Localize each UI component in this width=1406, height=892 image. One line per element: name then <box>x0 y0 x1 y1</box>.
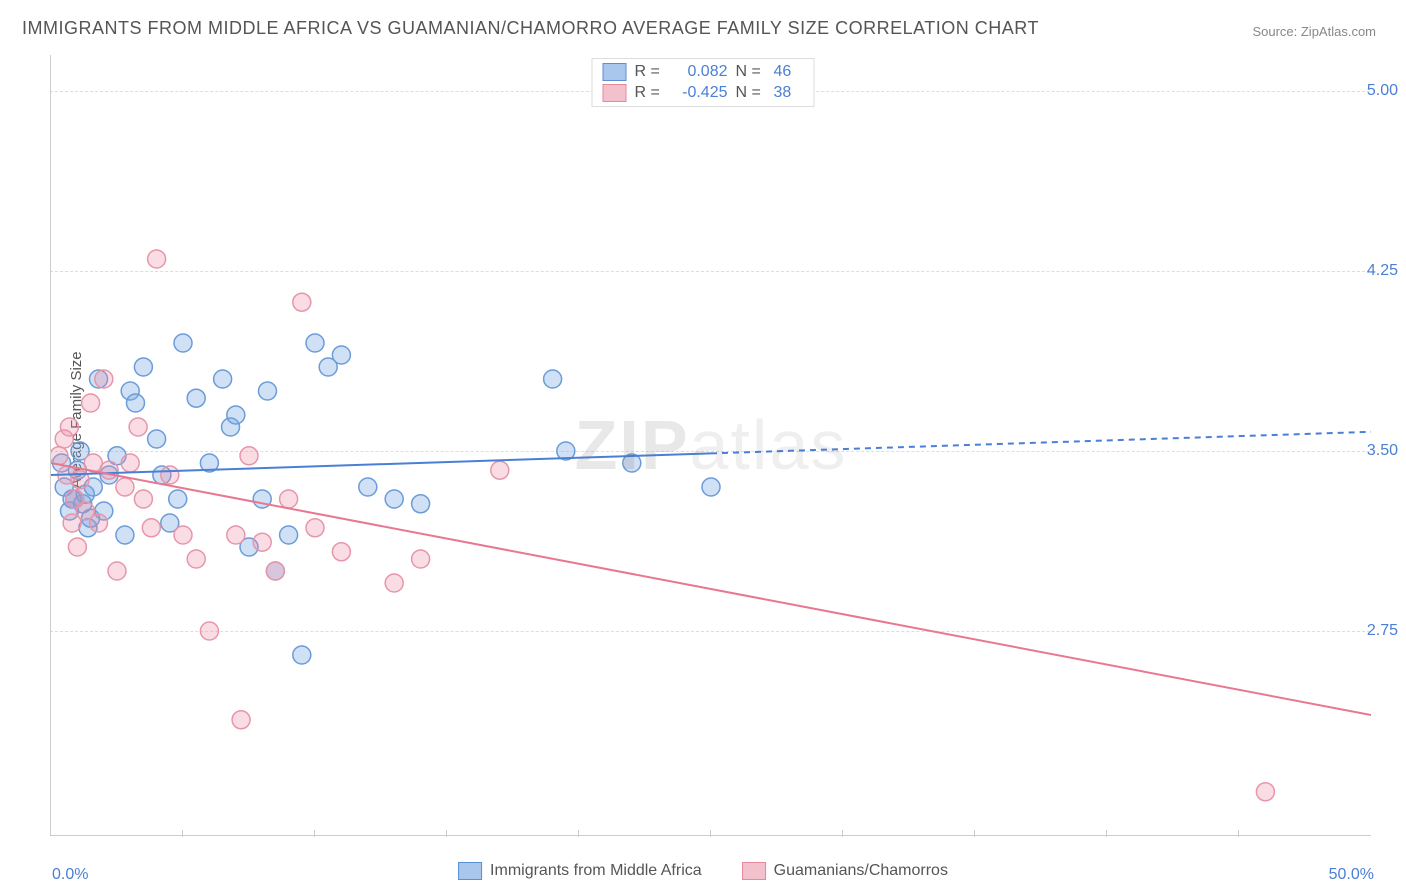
swatch-series-1 <box>603 63 627 81</box>
data-point <box>116 478 134 496</box>
ytick-label: 3.50 <box>1367 442 1398 460</box>
x-tick-mark <box>446 830 447 837</box>
data-point <box>491 461 509 479</box>
data-point <box>169 490 187 508</box>
data-point <box>240 447 258 465</box>
data-point <box>148 250 166 268</box>
data-point <box>148 430 166 448</box>
data-point <box>90 514 108 532</box>
series-item-1: Immigrants from Middle Africa <box>458 862 702 880</box>
x-tick-mark <box>182 830 183 837</box>
data-point <box>134 490 152 508</box>
ytick-label: 2.75 <box>1367 622 1398 640</box>
data-point <box>385 490 403 508</box>
data-point <box>266 562 284 580</box>
regression-line <box>51 463 1371 715</box>
data-point <box>332 346 350 364</box>
n-value-1: 46 <box>774 63 804 81</box>
ytick-label: 5.00 <box>1367 82 1398 100</box>
data-point <box>161 466 179 484</box>
data-point <box>121 454 139 472</box>
data-point <box>68 538 86 556</box>
data-point <box>214 370 232 388</box>
data-point <box>108 562 126 580</box>
data-point <box>100 461 118 479</box>
x-tick-mark <box>974 830 975 837</box>
data-point <box>412 495 430 513</box>
data-point <box>702 478 720 496</box>
r-label-1: R = <box>635 63 665 81</box>
data-point <box>126 394 144 412</box>
data-point <box>280 490 298 508</box>
data-point <box>142 519 160 537</box>
data-point <box>359 478 377 496</box>
n-label-2: N = <box>736 84 766 102</box>
r-label-2: R = <box>635 84 665 102</box>
ytick-label: 4.25 <box>1367 262 1398 280</box>
x-max-label: 50.0% <box>1329 866 1374 884</box>
data-point <box>332 543 350 561</box>
data-point <box>227 406 245 424</box>
data-point <box>280 526 298 544</box>
plot-area: ZIPatlas <box>50 55 1371 836</box>
r-value-1: 0.082 <box>673 63 728 81</box>
data-point <box>174 526 192 544</box>
series-2-name: Guamanians/Chamorros <box>774 862 948 880</box>
x-min-label: 0.0% <box>52 866 88 884</box>
x-tick-mark <box>314 830 315 837</box>
data-point <box>134 358 152 376</box>
regression-line <box>51 453 711 475</box>
chart-title: IMMIGRANTS FROM MIDDLE AFRICA VS GUAMANI… <box>22 18 1039 39</box>
regression-line-dashed <box>711 432 1371 454</box>
x-tick-mark <box>578 830 579 837</box>
series-legend: Immigrants from Middle Africa Guamanians… <box>458 862 948 880</box>
data-point <box>82 394 100 412</box>
data-point <box>232 711 250 729</box>
data-point <box>174 334 192 352</box>
x-tick-mark <box>842 830 843 837</box>
series-item-2: Guamanians/Chamorros <box>742 862 948 880</box>
source-label: Source: ZipAtlas.com <box>1252 24 1376 39</box>
data-point <box>95 370 113 388</box>
stats-row-2: R = -0.425 N = 38 <box>603 84 804 102</box>
r-value-2: -0.425 <box>673 84 728 102</box>
n-value-2: 38 <box>774 84 804 102</box>
swatch-series-2b <box>742 862 766 880</box>
data-point <box>253 533 271 551</box>
data-point <box>51 447 68 465</box>
chart-svg <box>51 55 1371 835</box>
x-tick-mark <box>1238 830 1239 837</box>
data-point <box>129 418 147 436</box>
stats-legend: R = 0.082 N = 46 R = -0.425 N = 38 <box>592 58 815 107</box>
stats-row-1: R = 0.082 N = 46 <box>603 63 804 81</box>
x-tick-mark <box>1106 830 1107 837</box>
x-tick-mark <box>710 830 711 837</box>
data-point <box>227 526 245 544</box>
data-point <box>293 293 311 311</box>
n-label-1: N = <box>736 63 766 81</box>
data-point <box>306 334 324 352</box>
data-point <box>385 574 403 592</box>
data-point <box>306 519 324 537</box>
series-1-name: Immigrants from Middle Africa <box>490 862 702 880</box>
data-point <box>200 622 218 640</box>
data-point <box>116 526 134 544</box>
data-point <box>187 389 205 407</box>
data-point <box>1256 783 1274 801</box>
data-point <box>412 550 430 568</box>
data-point <box>293 646 311 664</box>
data-point <box>187 550 205 568</box>
data-point <box>544 370 562 388</box>
data-point <box>258 382 276 400</box>
swatch-series-1b <box>458 862 482 880</box>
swatch-series-2 <box>603 84 627 102</box>
data-point <box>60 418 78 436</box>
